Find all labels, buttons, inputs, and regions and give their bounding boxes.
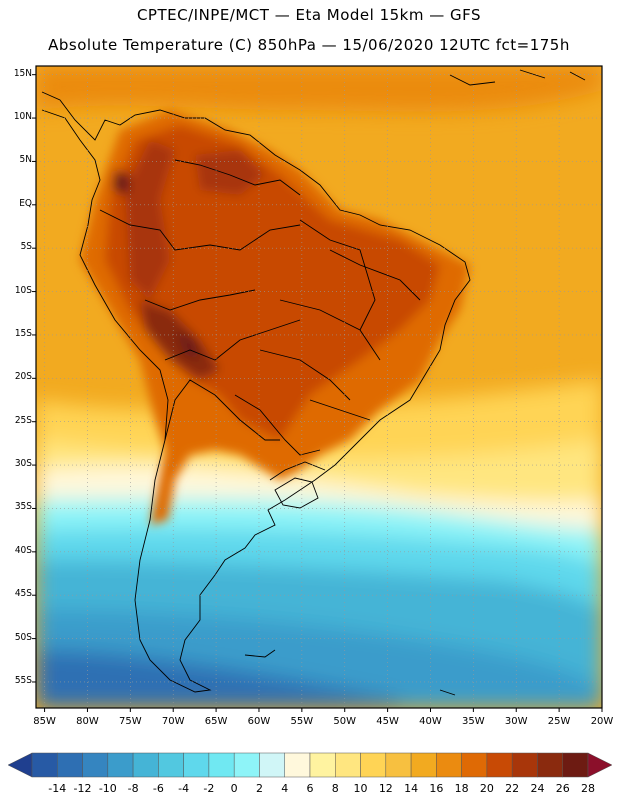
colorbar-label: 0 [230,782,238,795]
colorbar-bin [309,752,336,778]
colorbar-label: 16 [429,782,444,795]
colorbar-bin [410,752,437,778]
lat-label: 40S [14,544,32,556]
title-line-1: CPTEC/INPE/MCT — Eta Model 15km — GFS [136,6,482,24]
colorbar-min-arrow [7,752,33,778]
colorbar-label: 18 [454,782,469,795]
lat-label: 20S [14,371,32,383]
colorbar-label: 14 [404,782,419,795]
title-line-2: Absolute Temperature (C) 850hPa — 15/06/… [48,36,570,54]
colorbar-label: 6 [306,782,314,795]
colorbar-bin [486,752,513,778]
lon-label: 55W [290,716,314,727]
colorbar-label: 26 [555,782,570,795]
lat-label: 10N [13,111,32,123]
colorbar-label: 10 [353,782,368,795]
colorbar-label: -8 [127,782,139,795]
colorbar-label: 22 [505,782,520,795]
colorbar-bin [107,752,134,778]
lon-label: 35W [462,716,485,727]
colorbar-bin [233,752,260,778]
colorbar-bin [284,752,311,778]
lat-label: 5S [20,241,32,253]
lon-label: 65W [204,716,228,727]
lat-label: 15N [13,67,32,79]
lat-label: 10S [14,284,32,296]
colorbar-bin [385,752,412,778]
colorbar-bin [31,752,58,778]
colorbar-bin [511,752,538,778]
colorbar-bin [57,752,83,778]
color-legend [7,752,613,778]
lat-label: 45S [14,588,32,600]
lat-label: EQ [19,197,32,209]
colorbar-max-arrow [587,752,613,778]
colorbar-bin [208,752,235,778]
colorbar-bin [436,752,462,778]
lon-label: 70W [161,716,185,727]
lat-label: 30S [14,458,32,470]
colorbar-label: -12 [73,782,92,795]
colorbar-label: 2 [255,782,263,795]
lon-label: 30W [504,716,528,727]
colorbar-bin [158,752,184,778]
colorbar-bin [132,752,159,778]
lat-label: 50S [14,631,32,643]
lat-label: 5N [19,154,32,166]
colorbar-label: -2 [203,782,215,795]
temperature-field [36,66,602,708]
lon-label: 85W [33,716,56,727]
colorbar-label: -10 [98,782,117,795]
colorbar-bin [537,752,563,778]
lon-label: 80W [76,716,99,727]
colorbar-label: 8 [331,782,339,795]
colorbar-bin [360,752,387,778]
lat-label: 35S [14,501,32,513]
colorbar-bin [335,752,361,778]
lat-label: 15S [14,327,32,339]
lat-label: 55S [14,674,32,686]
colorbar-bin [461,752,488,778]
lon-label: 45W [376,716,399,727]
colorbar-label: -4 [178,782,190,795]
colorbar-label: -14 [48,782,67,795]
lon-label: 25W [547,716,571,727]
colorbar-label: 20 [479,782,494,795]
colorbar-label: 4 [281,782,289,795]
map-frame [35,65,603,709]
lon-label: 75W [119,716,142,727]
colorbar-bin [82,752,109,778]
lat-label: 25S [14,414,32,426]
colorbar-bin [183,752,210,778]
colorbar-bin [562,752,589,778]
colorbar-label: 28 [581,782,595,795]
lon-label: 60W [247,716,271,727]
colorbar-label: 24 [530,782,545,795]
lon-label: 40W [419,716,442,727]
lon-label: 50W [333,716,357,727]
colorbar-label: -6 [152,782,164,795]
colorbar-bin [259,752,285,778]
colorbar-label: 12 [378,782,393,795]
lon-label: 20W [590,716,614,727]
